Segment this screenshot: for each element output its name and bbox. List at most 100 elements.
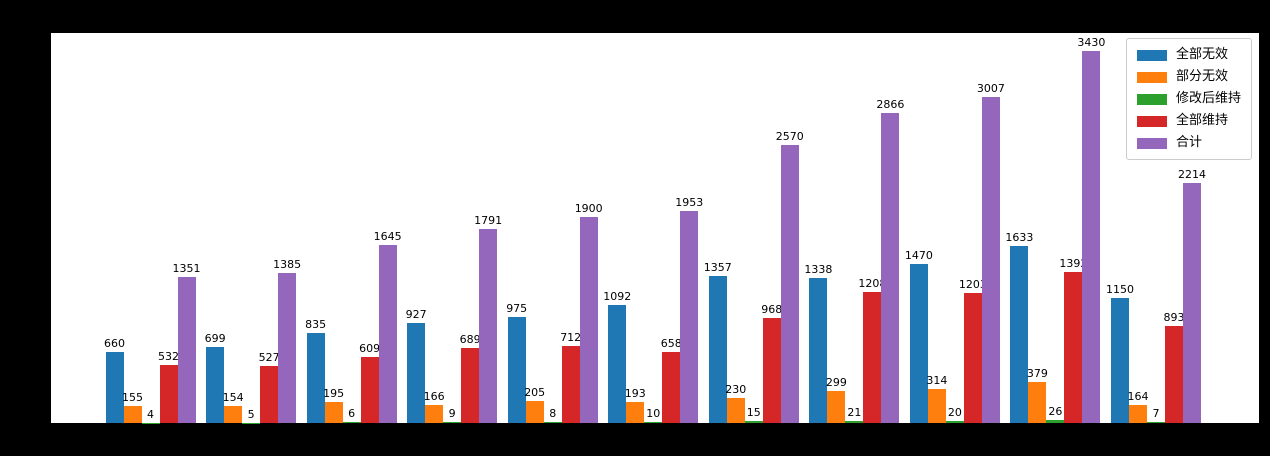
- bar-series-4-group-3: [479, 229, 498, 423]
- bar-series-0-group-2: [306, 332, 325, 423]
- bar-series-0-group-3: [407, 322, 426, 423]
- legend-label: 修改后维持: [1175, 91, 1241, 106]
- bar-value-label: 195: [323, 386, 345, 400]
- bar-series-3-group-1: [260, 365, 279, 423]
- bar-value-label: 1953: [675, 196, 704, 210]
- legend-label: 合计: [1175, 135, 1202, 150]
- legend: 全部无效部分无效修改后维持全部维持合计: [1125, 38, 1252, 160]
- bar-value-label: 689: [459, 333, 481, 347]
- bar-series-2-group-5: [644, 421, 663, 423]
- bar-value-label: 1351: [172, 261, 201, 275]
- bar-value-label: 1357: [703, 261, 732, 274]
- bar-series-2-group-3: [443, 422, 462, 423]
- bar-series-2-group-7: [845, 420, 864, 423]
- bar-value-label: 927: [405, 307, 427, 321]
- bar-value-label: 532: [158, 350, 179, 364]
- bar-value-label: 299: [825, 375, 847, 389]
- bar-value-label: 3430: [1077, 36, 1106, 50]
- bar-value-label: 1203: [958, 277, 987, 291]
- bar-series-2-group-2: [342, 422, 361, 423]
- bar-value-label: 893: [1163, 311, 1185, 325]
- bar-series-0-group-10: [1111, 298, 1129, 423]
- bar-value-label: 20: [947, 405, 962, 419]
- bar-series-4-group-0: [177, 276, 196, 423]
- legend-item-4: 合计: [1136, 133, 1241, 153]
- bar-series-1-group-3: [425, 405, 444, 423]
- bars-layer: 660 155 4 532 1351 699 154 5 527 1385 835 195 6 609 16…: [51, 33, 1259, 423]
- bar-value-label: 26: [1048, 405, 1063, 419]
- bar-value-label: 712: [560, 330, 582, 344]
- bar-value-label: 6: [348, 407, 356, 421]
- bar-value-label: 193: [624, 387, 646, 401]
- bar-value-label: 609: [359, 342, 381, 355]
- bar-value-label: 975: [506, 302, 528, 316]
- bar-value-label: 154: [222, 391, 244, 405]
- bar-value-label: 968: [761, 303, 783, 317]
- legend-label: 全部无效: [1175, 47, 1228, 62]
- bar-series-1-group-10: [1129, 405, 1147, 423]
- bar-series-0-group-7: [809, 278, 828, 423]
- legend-swatch-icon: [1136, 115, 1167, 127]
- bar-series-1-group-8: [927, 389, 946, 423]
- bar-series-3-group-8: [963, 292, 982, 423]
- bar-value-label: 1385: [273, 258, 302, 271]
- bar-value-label: 9: [448, 407, 456, 420]
- bar-series-1-group-1: [224, 406, 243, 423]
- bar-series-0-group-0: [105, 351, 124, 423]
- bar-series-2-group-9: [1046, 420, 1065, 423]
- bar-value-label: 1470: [904, 248, 933, 262]
- bar-value-label: 699: [204, 332, 226, 346]
- bar-value-label: 21: [847, 405, 862, 419]
- bar-series-0-group-1: [206, 347, 225, 423]
- bar-value-label: 835: [305, 317, 327, 331]
- bar-series-4-group-1: [278, 273, 297, 423]
- bar-series-3-group-6: [762, 318, 781, 423]
- bar-series-3-group-5: [662, 351, 681, 423]
- bar-series-3-group-7: [863, 292, 882, 423]
- bar-value-label: 4: [147, 407, 154, 421]
- legend-label: 部分无效: [1175, 69, 1228, 84]
- bar-series-3-group-10: [1165, 326, 1183, 423]
- bar-series-2-group-10: [1147, 422, 1165, 423]
- legend-item-0: 全部无效: [1136, 45, 1241, 65]
- bar-value-label: 1633: [1005, 231, 1034, 245]
- bar-series-2-group-8: [945, 420, 964, 423]
- bar-value-label: 1645: [373, 229, 402, 243]
- bar-value-label: 2570: [775, 129, 804, 143]
- bar-series-2-group-4: [543, 422, 562, 423]
- bar-value-label: 230: [725, 383, 747, 397]
- bar-series-0-group-9: [1010, 246, 1029, 423]
- bar-series-4-group-5: [680, 211, 699, 423]
- bar-value-label: 1900: [574, 202, 603, 216]
- bar-value-label: 1791: [474, 214, 503, 227]
- bar-value-label: 379: [1026, 366, 1048, 380]
- bar-series-4-group-8: [981, 97, 1000, 423]
- bar-series-4-group-10: [1183, 183, 1201, 423]
- bar-value-label: 3007: [976, 82, 1005, 96]
- bar-value-label: 2866: [876, 97, 905, 111]
- bar-value-label: 155: [122, 391, 143, 405]
- bar-value-label: 2214: [1178, 168, 1206, 182]
- bar-series-1-group-2: [324, 401, 343, 423]
- bar-value-label: 1338: [804, 263, 833, 276]
- bar-value-label: 1092: [603, 289, 632, 303]
- legend-swatch-icon: [1136, 137, 1167, 149]
- legend-item-3: 全部维持: [1136, 111, 1241, 131]
- legend-item-2: 修改后维持: [1136, 89, 1241, 109]
- bar-value-label: 164: [1127, 390, 1149, 404]
- bar-series-3-group-0: [159, 365, 178, 423]
- bar-series-0-group-5: [608, 304, 627, 423]
- bar-series-3-group-2: [360, 357, 379, 423]
- bar-value-label: 7: [1152, 407, 1160, 421]
- bar-value-label: 527: [258, 350, 280, 364]
- bar-series-1-group-5: [626, 402, 645, 423]
- bar-value-label: 1392: [1059, 257, 1088, 271]
- bar-series-3-group-4: [561, 345, 580, 423]
- bar-series-4-group-6: [780, 144, 799, 423]
- bar-series-4-group-7: [881, 112, 900, 423]
- bar-value-label: 658: [660, 336, 682, 350]
- bar-series-4-group-9: [1082, 51, 1101, 423]
- bar-value-label: 10: [646, 406, 661, 420]
- bar-series-4-group-2: [378, 244, 397, 423]
